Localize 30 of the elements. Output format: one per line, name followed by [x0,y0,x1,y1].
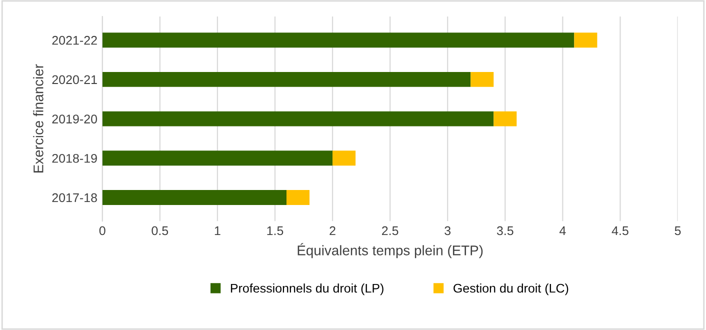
y-tick-label: 2021-22 [52,36,97,45]
y-tick-label: 2018-19 [52,154,97,163]
y-tick-label: 2020-21 [52,75,97,84]
bar [102,32,574,48]
y-tick-label: 2019-20 [52,114,98,124]
bar [470,72,494,87]
x-tick-label: 1 [214,226,220,236]
x-tick-label: 4 [559,226,566,236]
x-tick-label: 5 [674,226,681,236]
y-tick-label: 2017-18 [52,193,97,202]
x-tick-label: 3 [444,226,451,236]
y-axis-title: Exercice financier [33,64,44,172]
bar [102,190,286,205]
bar [102,150,333,166]
bar [332,150,356,166]
legend-label: Professionnels du droit (LP) [230,284,384,296]
bar [494,111,517,126]
bar [102,72,471,87]
x-tick-label: 4.5 [612,226,628,236]
bar [102,111,494,126]
x-tick-label: 0 [99,226,106,236]
legend-label: Gestion du droit (LC) [454,284,568,296]
x-tick-label: 2.5 [382,226,398,236]
x-tick-label: 3.5 [496,226,514,236]
x-tick-label: 1.5 [267,226,284,236]
bar [286,190,310,205]
x-axis-title: Équivalents temps plein (ETP) [298,243,483,258]
bar [574,32,598,48]
x-tick-label: 2 [330,226,336,236]
x-tick-label: 0.5 [152,226,168,236]
